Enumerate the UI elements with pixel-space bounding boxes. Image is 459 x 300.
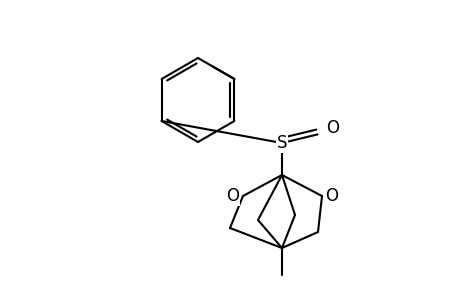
Text: O: O <box>325 187 338 205</box>
Text: O: O <box>326 119 339 137</box>
Text: O: O <box>226 187 239 205</box>
Text: S: S <box>276 134 286 152</box>
